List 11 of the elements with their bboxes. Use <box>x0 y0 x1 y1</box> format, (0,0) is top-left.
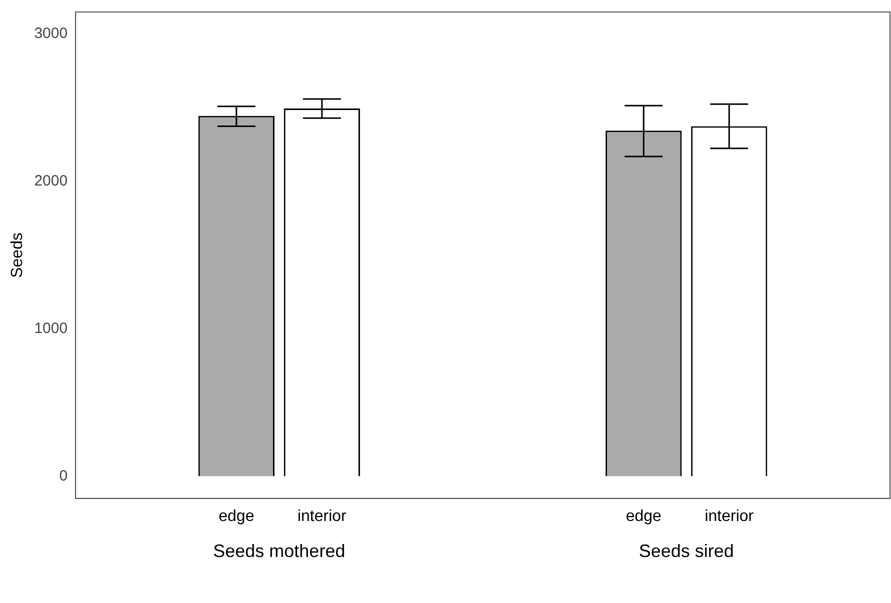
series-label: edge <box>218 508 254 525</box>
x-tick-label: Seeds sired <box>638 541 734 562</box>
y-tick-label: 2000 <box>34 172 68 190</box>
series-label: interior <box>297 508 348 525</box>
x-tick-label: Seeds mothered <box>213 541 346 562</box>
text: interior <box>704 508 754 525</box>
y-tick-label: 0 <box>59 467 68 484</box>
text: edge <box>626 508 662 525</box>
y-tick-label: 1000 <box>34 320 68 338</box>
y-tick-label: 3000 <box>34 25 68 42</box>
y-axis-title: Seeds <box>9 232 26 278</box>
